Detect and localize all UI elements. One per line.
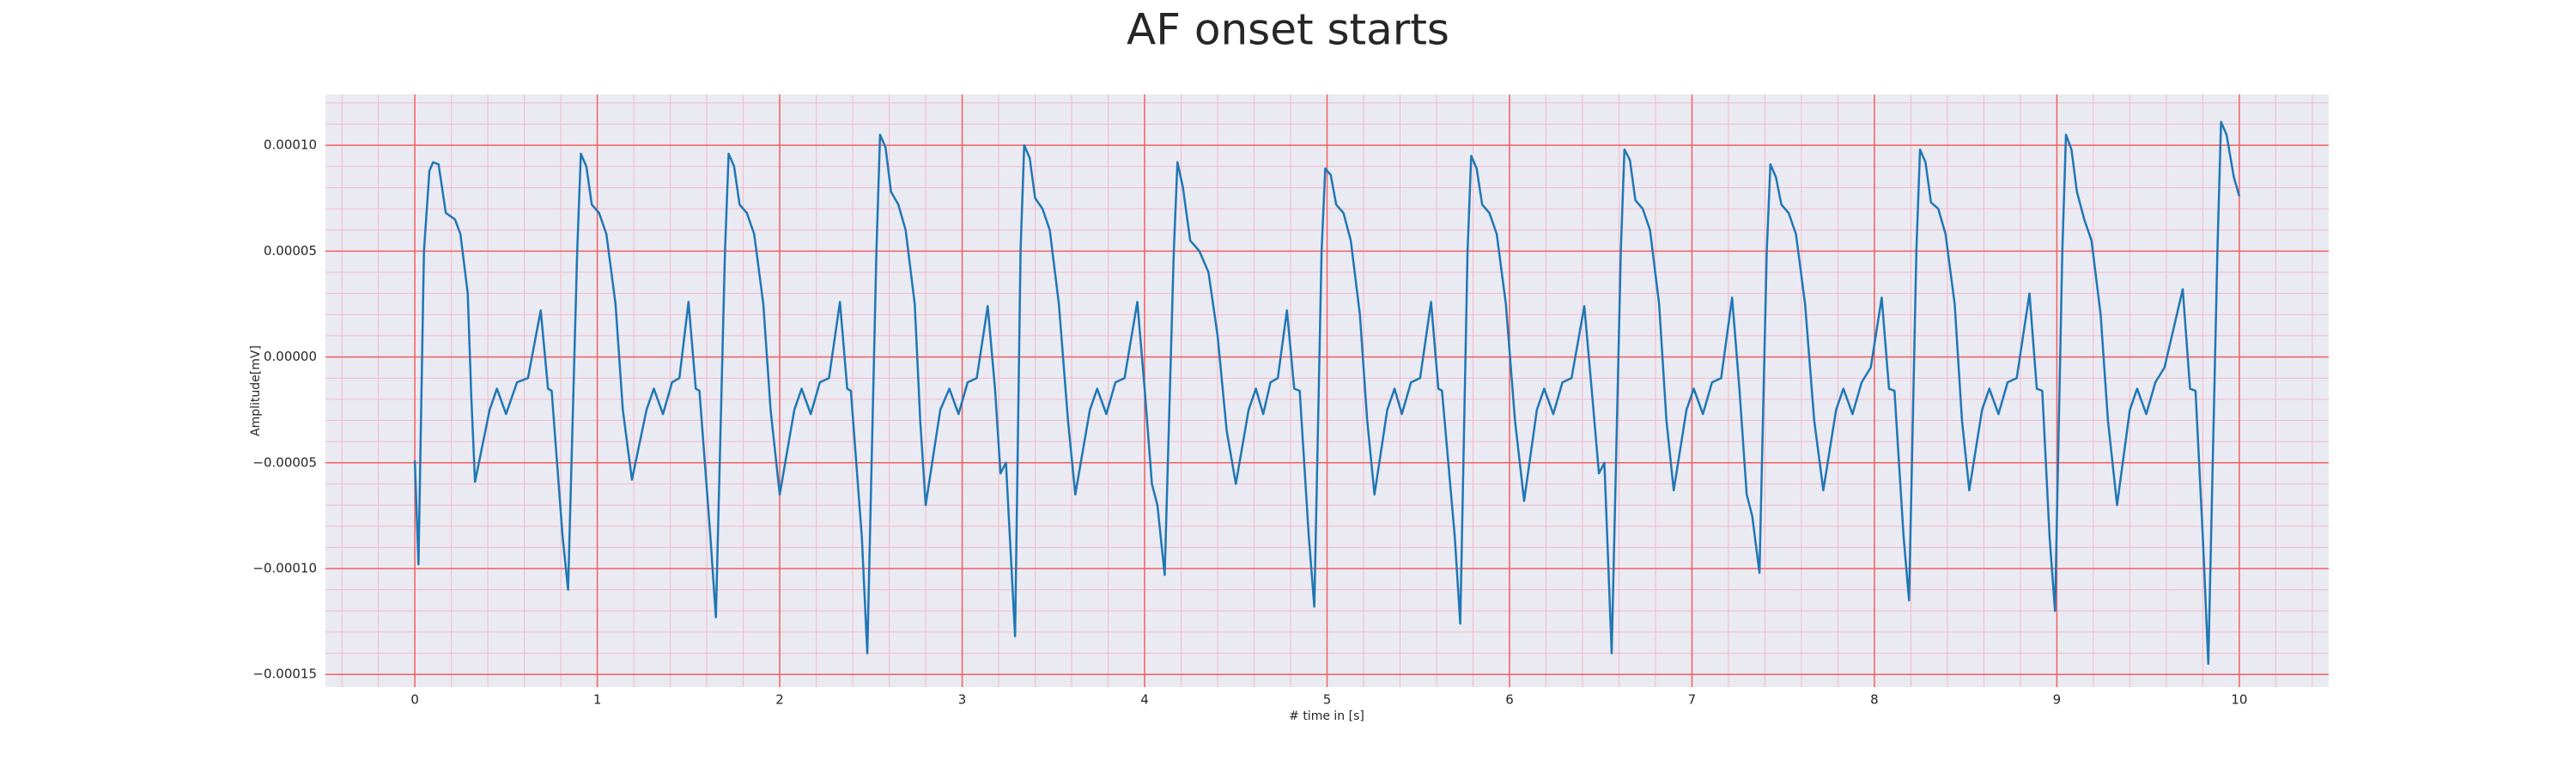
y-tick-label: −0.00015	[252, 666, 317, 682]
x-tick-label: 10	[2231, 692, 2247, 708]
y-tick-label: 0.00000	[264, 349, 317, 364]
x-tick-label: 3	[958, 692, 967, 708]
plot	[413, 120, 2241, 666]
x-tick-label: 8	[1870, 692, 1879, 708]
x-tick-label: 2	[775, 692, 784, 708]
x-axis-label: # time in [s]	[1289, 709, 1364, 723]
chart-title: AF onset starts	[1127, 5, 1449, 55]
x-tick-label: 4	[1140, 692, 1149, 708]
x-tick-label: 9	[2053, 692, 2062, 708]
x-tick-label: 6	[1505, 692, 1514, 708]
signal-line	[413, 120, 2241, 666]
y-tick-label: 0.00005	[264, 243, 317, 259]
x-tick-label: 1	[593, 692, 602, 708]
y-tick-label: −0.00005	[252, 454, 317, 470]
x-tick-label: 7	[1688, 692, 1697, 708]
x-tick-label: 5	[1323, 692, 1332, 708]
grid	[325, 94, 2329, 687]
y-tick-label: 0.00010	[264, 137, 317, 153]
x-tick-label: 0	[410, 692, 419, 708]
y-tick-label: −0.00010	[252, 561, 317, 576]
y-axis-label: Amplitude[mV]	[249, 345, 263, 436]
